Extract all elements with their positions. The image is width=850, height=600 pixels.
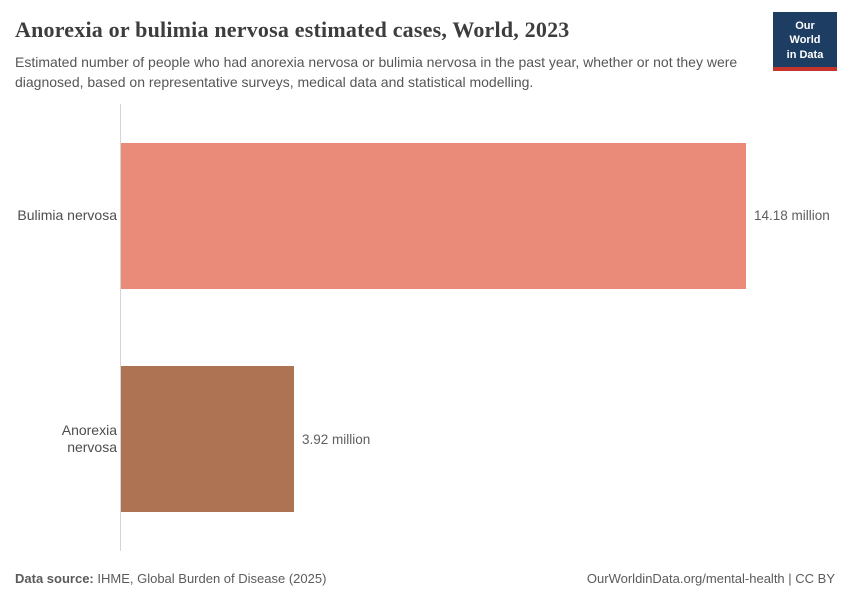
bar-row-anorexia: Anorexia nervosa 3.92 million: [15, 328, 835, 552]
y-axis-line: [120, 104, 121, 551]
value-label-anorexia: 3.92 million: [302, 431, 371, 447]
category-label-anorexia: Anorexia nervosa: [61, 422, 117, 456]
bar-bulimia[interactable]: [121, 142, 746, 289]
bar-row-bulimia: Bulimia nervosa 14.18 million: [15, 104, 835, 328]
category-label-bulimia: Bulimia nervosa: [17, 207, 117, 224]
bar-anorexia[interactable]: [121, 366, 294, 513]
value-label-bulimia: 14.18 million: [754, 208, 830, 224]
bar-chart: Bulimia nervosa 14.18 million Anorexia n…: [15, 104, 835, 551]
data-source: Data source: IHME, Global Burden of Dise…: [15, 571, 326, 586]
attribution-link[interactable]: OurWorldinData.org/mental-health | CC BY: [586, 571, 835, 586]
chart-subtitle: Estimated number of people who had anore…: [15, 54, 738, 91]
owid-logo-line1: Our World: [789, 20, 821, 47]
owid-logo: Our World in Data: [773, 12, 837, 71]
chart-footer: Data source: IHME, Global Burden of Dise…: [15, 571, 835, 586]
owid-logo-line2: in Data: [786, 48, 824, 61]
chart-header: Anorexia or bulimia nervosa estimated ca…: [0, 0, 850, 93]
data-source-value: IHME, Global Burden of Disease (2025): [93, 571, 327, 586]
chart-title: Anorexia or bulimia nervosa estimated ca…: [15, 17, 570, 42]
data-source-label: Data source:: [15, 571, 94, 586]
